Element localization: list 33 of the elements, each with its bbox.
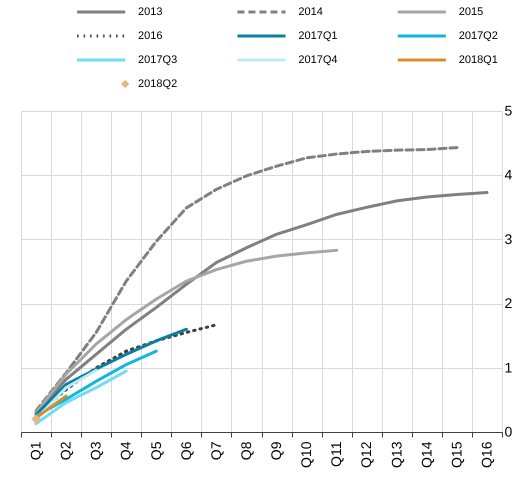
legend-label: 2017Q1 xyxy=(298,30,338,42)
x-tick-label: Q9 xyxy=(268,441,284,460)
x-tick-label: Q3 xyxy=(88,441,104,460)
x-tick-label: Q13 xyxy=(388,441,404,468)
legend-label: 2017Q2 xyxy=(458,30,498,42)
y-tick-label: 5 xyxy=(504,102,512,118)
x-tick-label: Q12 xyxy=(358,441,374,468)
x-tick-label: Q16 xyxy=(478,441,494,468)
x-tick-label: Q6 xyxy=(178,441,194,460)
y-tick-label: 4 xyxy=(504,166,512,183)
y-tick-label: 0 xyxy=(504,424,512,440)
y-tick-label: 2 xyxy=(504,295,512,312)
legend-label: 2013 xyxy=(138,6,163,18)
x-tick-label: Q7 xyxy=(208,441,224,460)
x-tick-label: Q11 xyxy=(328,441,344,467)
x-tick-label: Q4 xyxy=(118,441,134,460)
x-tick-label: Q1 xyxy=(28,441,44,460)
x-tick-label: Q8 xyxy=(238,441,254,460)
legend-label: 2018Q1 xyxy=(458,54,498,66)
y-tick-label: 3 xyxy=(504,230,512,247)
line-series xyxy=(34,248,338,414)
y-tick-label: 1 xyxy=(504,359,512,376)
x-tick-label: Q2 xyxy=(58,441,74,460)
legend-label: 2014 xyxy=(298,6,323,18)
legend-label: 2018Q2 xyxy=(138,78,178,90)
x-tick-label: Q14 xyxy=(418,441,434,468)
legend-label: 2016 xyxy=(138,30,163,42)
legend-label: 2017Q3 xyxy=(138,54,178,66)
legend-label: 2017Q4 xyxy=(298,54,338,66)
x-tick-label: Q15 xyxy=(448,441,464,468)
legend-label: 2015 xyxy=(458,6,484,18)
x-tick-label: Q10 xyxy=(298,441,314,468)
x-tick-label: Q5 xyxy=(148,441,164,460)
